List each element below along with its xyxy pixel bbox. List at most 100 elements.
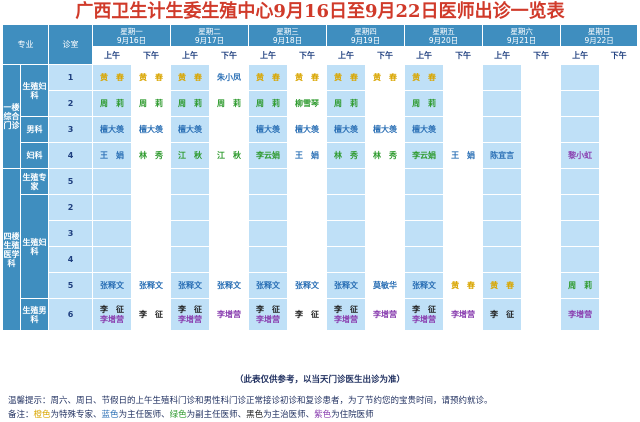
schedule-cell — [482, 246, 523, 273]
doctor-name: 朱小凤 — [217, 72, 242, 82]
specialty-label: 生殖专家 — [20, 168, 49, 195]
doctor-name: 张释文 — [412, 280, 437, 290]
schedule-cell — [92, 220, 132, 247]
doctor-name: 黄 春 — [256, 72, 281, 82]
schedule-cell — [521, 194, 562, 221]
schedule-cell — [170, 246, 211, 273]
schedule-cell — [287, 194, 328, 221]
schedule-cell: 黄 春 — [92, 64, 132, 91]
specialty-label: 生殖男科 — [20, 298, 49, 331]
schedule-cell — [92, 194, 132, 221]
schedule-cell — [560, 64, 601, 91]
doctor-name: 张释文 — [217, 280, 242, 290]
schedule-cell — [599, 64, 639, 91]
schedule-cell: 周 莉 — [92, 90, 132, 117]
afternoon-header: 下午 — [521, 46, 562, 65]
schedule-cell: 张释文 — [130, 272, 172, 299]
schedule-cell: 李 征李增营 — [326, 298, 367, 331]
doctor-name: 柳雪琴 — [295, 98, 320, 108]
schedule-cell — [560, 220, 601, 247]
day-header: 星期六 9月21日 — [482, 24, 562, 47]
doctor-name: 李增营 — [373, 309, 398, 319]
schedule-cell: 张释文 — [287, 272, 328, 299]
date-label: 9月20日 — [428, 35, 459, 45]
schedule-cell — [365, 90, 406, 117]
schedule-cell — [130, 220, 172, 247]
date-label: 9月17日 — [194, 35, 225, 45]
doctor-name: 李 征 — [334, 304, 359, 314]
schedule-cell — [599, 194, 639, 221]
date-label: 9月22日 — [584, 35, 614, 45]
schedule-cell — [482, 220, 523, 247]
doctor-name: 李增营 — [217, 309, 242, 319]
morning-header: 上午 — [92, 46, 132, 65]
morning-header: 上午 — [560, 46, 601, 65]
schedule-cell — [209, 116, 250, 143]
doctor-name: 黄 春 — [490, 280, 515, 290]
schedule-cell — [482, 90, 523, 117]
doctor-name: 李 征 — [490, 309, 515, 319]
schedule-cell: 黄 春 — [248, 64, 289, 91]
schedule-cell — [287, 220, 328, 247]
specialty-label: 生殖妇科 — [20, 194, 49, 299]
schedule-cell: 张释文 — [248, 272, 289, 299]
schedule-cell — [599, 168, 639, 195]
schedule-cell: 檀大羡 — [248, 116, 289, 143]
doctor-name: 周 莉 — [412, 98, 437, 108]
doctor-name: 黄 春 — [100, 72, 124, 82]
schedule-cell: 张释文 — [209, 272, 250, 299]
weekday-label: 星期四 — [354, 26, 377, 36]
doctor-name: 林 秀 — [373, 150, 398, 160]
table-row: 5 张释文 张释文 张释文 张释文 张释文 张释文 张释文 莫敏华 张释文 黄 春 黄 春 周 莉 — [3, 272, 639, 299]
doctor-name: 周 莉 — [100, 98, 124, 108]
schedule-cell: 周 莉 — [130, 90, 172, 117]
schedule-cell: 周 莉 — [170, 90, 211, 117]
schedule-cell: 张释文 — [92, 272, 132, 299]
schedule-cell: 檀大羡 — [404, 116, 445, 143]
schedule-cell — [521, 142, 562, 169]
specialty-header: 专业 — [2, 24, 49, 65]
morning-header: 上午 — [404, 46, 445, 65]
schedule-cell — [599, 220, 639, 247]
schedule-cell: 江 秋 — [170, 142, 211, 169]
doctor-name: 张释文 — [334, 280, 359, 290]
legend-prefix: 备注： — [8, 410, 34, 420]
schedule-cell — [326, 246, 367, 273]
specialty-label: 男科 — [20, 116, 49, 143]
legend-text: 为住院医师 — [331, 410, 374, 420]
schedule-cell: 林 秀 — [326, 142, 367, 169]
schedule-cell: 周 莉 — [248, 90, 289, 117]
doctor-name: 黄 春 — [295, 72, 320, 82]
schedule-cell: 黄 春 — [287, 64, 328, 91]
specialty-label: 生殖妇科 — [20, 64, 49, 117]
schedule-cell — [443, 194, 484, 221]
schedule-cell: 黄 春 — [130, 64, 172, 91]
schedule-cell: 李云娟 — [248, 142, 289, 169]
schedule-cell: 李 征李增营 — [248, 298, 289, 331]
schedule-cell — [209, 168, 250, 195]
schedule-cell — [404, 194, 445, 221]
afternoon-header: 下午 — [287, 46, 328, 65]
schedule-cell — [287, 168, 328, 195]
schedule-cell — [560, 116, 601, 143]
schedule-cell: 檀大羡 — [326, 116, 367, 143]
day-header: 星期二 9月17日 — [170, 24, 250, 47]
room-number: 4 — [48, 246, 93, 273]
weekday-label: 星期一 — [120, 26, 143, 36]
doctor-name: 檀大羡 — [178, 124, 203, 134]
doctor-name: 周 莉 — [334, 98, 359, 108]
doctor-name: 李增营 — [568, 309, 593, 319]
schedule-cell — [482, 64, 523, 91]
doctor-name: 王 娟 — [100, 150, 124, 160]
schedule-table: 专业 诊室 星期一 9月16日 星期二 9月17日 星期三 9月18日 星期四 9月19日 星期… — [2, 24, 639, 331]
date-label: 9月21日 — [506, 35, 537, 45]
morning-header: 上午 — [326, 46, 367, 65]
schedule-cell — [599, 272, 639, 299]
table-row: 3 — [3, 220, 639, 247]
schedule-cell: 周 莉 — [560, 272, 601, 299]
room-number: 4 — [48, 142, 93, 169]
schedule-cell: 李 征 — [287, 298, 328, 331]
schedule-cell: 林 秀 — [130, 142, 172, 169]
doctor-name: 张释文 — [139, 280, 163, 290]
schedule-cell — [287, 246, 328, 273]
